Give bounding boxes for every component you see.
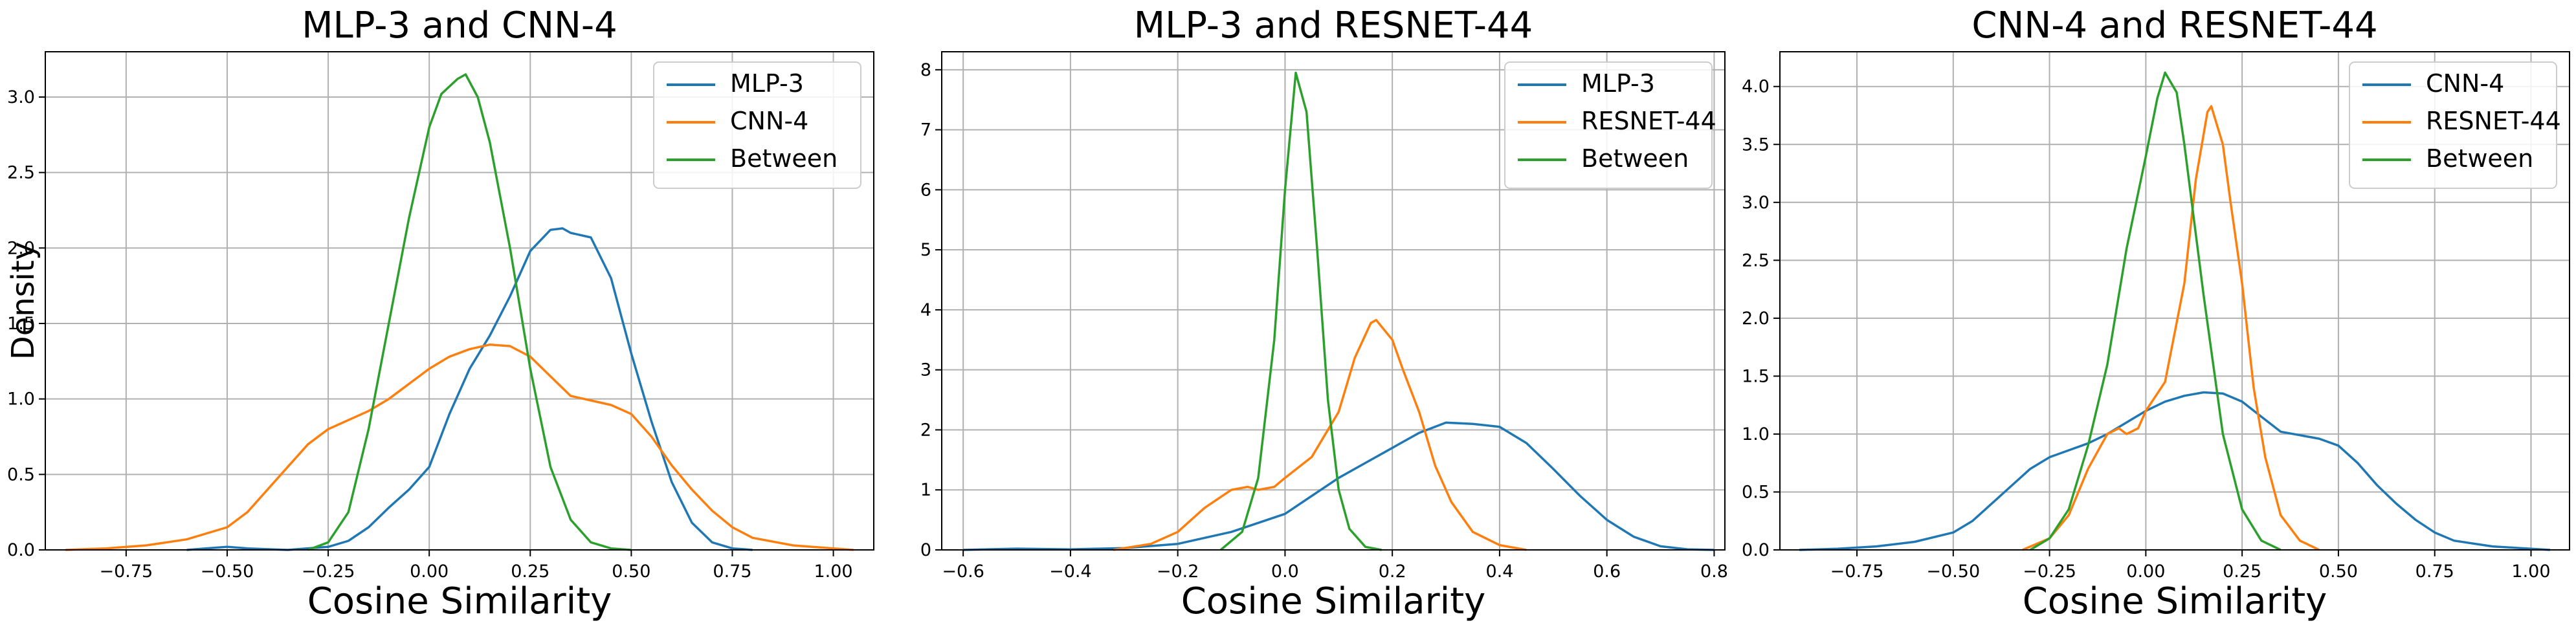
y-tick-label: 4 (920, 300, 931, 320)
x-tick-label: 0.25 (2223, 562, 2261, 582)
legend-label: CNN-4 (730, 107, 808, 135)
x-tick-label: −0.4 (1049, 562, 1092, 582)
chart-panel-mlp3-cnn4: −0.75 −0.50 −0.25 0.00 0.25 0.50 0.75 1.00 0.0 0.… (7, 5, 874, 622)
legend-box (653, 61, 861, 189)
legend-label: Between (730, 144, 838, 173)
plot-frame (45, 51, 874, 551)
y-tick-label: 2.5 (7, 163, 35, 183)
y-tick-label: 0.5 (1742, 482, 1770, 502)
legend: MLP-3 CNN-4 Between (653, 61, 861, 189)
series-line-mlp-3 (186, 227, 753, 551)
y-tick-label: 1 (920, 480, 931, 500)
y-tick-label: 2.0 (7, 238, 35, 258)
x-tick-label: −0.25 (2023, 562, 2076, 582)
y-tick-label: 3 (920, 360, 931, 380)
y-tick-label: 2.5 (1742, 250, 1770, 270)
series-line-between (307, 73, 632, 551)
y-tick-label: 2 (920, 420, 931, 440)
x-tick-label: 0.50 (2319, 562, 2358, 582)
series-line-between (1219, 71, 1382, 551)
y-tick-label: 6 (920, 180, 931, 200)
x-axis-label: Cosine Similarity (2023, 580, 2327, 622)
legend-label: Between (1581, 144, 1689, 173)
x-tick-label: 0.6 (1593, 562, 1621, 582)
x-tick-label: 0.25 (511, 562, 550, 582)
y-tick-label: 3.0 (7, 87, 35, 107)
y-tick-label: 4.0 (1742, 77, 1770, 97)
x-tick-label: 0.75 (713, 562, 751, 582)
y-tick-label: 2.0 (1742, 309, 1770, 329)
series-line-resnet-44 (2022, 105, 2320, 551)
plot-frame (941, 51, 1726, 551)
x-tick-label: 0.4 (1485, 562, 1513, 582)
series-line-cnn-4 (65, 343, 854, 551)
x-tick-label: −0.2 (1157, 562, 1199, 582)
x-tick-label: 0.2 (1379, 562, 1406, 582)
legend: MLP-3 RESNET-44 Between (1504, 61, 1716, 189)
y-tick-label: 0.0 (1742, 540, 1770, 560)
y-tick-label: 0 (920, 540, 931, 560)
series-line-resnet-44 (1113, 318, 1527, 551)
x-tick-label: −0.6 (942, 562, 984, 582)
legend-box (2349, 61, 2557, 189)
chart-title: CNN-4 and RESNET-44 (1971, 5, 2377, 47)
chart-title: MLP-3 and RESNET-44 (1134, 5, 1533, 47)
y-tick-label: 3.5 (1742, 135, 1770, 155)
x-tick-label: 0.00 (410, 562, 449, 582)
y-tick-label: 0.0 (7, 540, 35, 560)
legend: CNN-4 RESNET-44 Between (2349, 61, 2561, 189)
legend-label: CNN-4 (2426, 69, 2504, 98)
y-tick-label: 5 (920, 240, 931, 260)
x-tick-label: 1.00 (814, 562, 852, 582)
x-axis-label: Cosine Similarity (1181, 580, 1486, 622)
x-tick-label: −0.50 (1926, 562, 1980, 582)
legend-box (1504, 61, 1713, 189)
x-tick-label: −0.75 (1830, 562, 1884, 582)
legend-label: MLP-3 (730, 69, 804, 98)
x-tick-label: 0.0 (1271, 562, 1299, 582)
x-axis-label: Cosine Similarity (307, 580, 612, 622)
series-line-between (2029, 71, 2282, 551)
x-tick-label: −0.50 (201, 562, 254, 582)
y-tick-label: 1.0 (7, 389, 35, 410)
x-tick-label: −0.25 (302, 562, 355, 582)
y-tick-label: 3.0 (1742, 193, 1770, 213)
x-tick-label: 0.50 (612, 562, 650, 582)
y-axis-label: Density (5, 242, 41, 360)
series-line-mlp-3 (963, 421, 1715, 551)
legend-label: Between (2426, 144, 2533, 173)
x-tick-label: −0.75 (100, 562, 153, 582)
x-tick-label: 0.8 (1700, 562, 1728, 582)
series-line-cnn-4 (1799, 391, 2551, 551)
x-tick-label: 0.00 (2126, 562, 2165, 582)
chart-title: MLP-3 and CNN-4 (302, 5, 617, 47)
legend-label: RESNET-44 (1581, 107, 1716, 135)
x-tick-label: 0.75 (2415, 562, 2454, 582)
x-tick-label: 1.00 (2511, 562, 2550, 582)
legend-label: MLP-3 (1581, 69, 1655, 98)
plot-frame (1779, 51, 2570, 551)
y-tick-label: 7 (920, 120, 931, 140)
chart-panel-mlp3-resnet44: −0.6 −0.4 −0.2 0.0 0.2 0.4 0.6 0.8 0 1 2 3 4 5 6 7 8 MLP-… (920, 5, 1728, 622)
legend-label: RESNET-44 (2426, 107, 2561, 135)
chart-panel-cnn4-resnet44: −0.75 −0.50 −0.25 0.00 0.25 0.50 0.75 1.00 0.0 0.… (1742, 5, 2570, 622)
y-tick-label: 8 (920, 60, 931, 80)
y-tick-label: 1.0 (1742, 424, 1770, 444)
y-tick-label: 1.5 (1742, 366, 1770, 386)
y-tick-label: 0.5 (7, 465, 35, 485)
y-tick-label: 1.5 (7, 314, 35, 334)
